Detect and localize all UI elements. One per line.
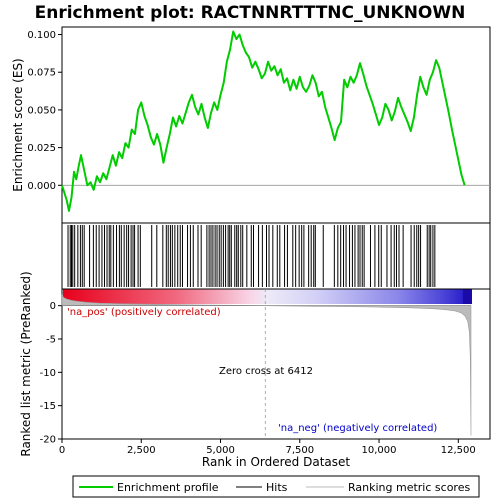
zero-cross-label: Zero cross at 6412 [219,366,313,377]
hits-markers [67,225,436,287]
x-tick-label: 5,000 [206,445,235,456]
x-axis: 0 2,500 5,000 7,500 10,000 12,500 [59,439,476,456]
enrichment-profile-series [61,30,466,212]
chart-title: Enrichment plot: RACTNNRTTTNC_UNKNOWN [35,3,466,23]
legend: Enrichment profile Hits Ranking metric s… [72,475,480,498]
es-y-axis: 0.000 0.025 0.050 0.075 0.100 [27,30,62,192]
rank-y-axis: -20 -15 -10 -5 0 [40,301,62,446]
pos-correlated-label: 'na_pos' (positively correlated) [67,307,221,318]
es-tick-label: 0.000 [27,181,56,192]
x-axis-title: Rank in Ordered Dataset [202,455,350,469]
neg-correlated-label: 'na_neg' (negatively correlated) [278,423,437,434]
enrichment-profile-line [61,30,466,212]
legend-frame [72,475,480,498]
es-panel-frame [61,26,491,224]
es-tick-label: 0.050 [27,105,56,116]
rank-tick-label: -5 [46,335,56,346]
rank-color-bar [63,289,472,304]
es-tick-label: 0.025 [27,143,56,154]
es-tick-label: 0.100 [27,30,56,41]
es-tick-label: 0.075 [27,68,56,79]
rank-axis-title: Ranked list metric (PreRanked) [19,271,33,456]
legend-enrichment-label: Enrichment profile [117,481,219,494]
x-tick-label: 7,500 [285,445,314,456]
x-tick-label: 12,500 [441,445,476,456]
rank-tick-label: -20 [40,435,56,446]
x-tick-label: 0 [59,445,65,456]
rank-tick-label: -10 [40,368,56,379]
ranking-metric-area [61,294,472,436]
x-tick-label: 10,000 [362,445,397,456]
ranking-metric-fill [61,294,472,436]
rank-tick-label: 0 [50,301,56,312]
es-axis-title: Enrichment score (ES) [11,58,25,191]
rank-tick-label: -15 [40,401,56,412]
metric-panel-frame [61,288,491,440]
rank-bar-end-cap [463,289,472,304]
legend-metric-label: Ranking metric scores [348,481,470,494]
legend-hits-label: Hits [266,481,288,494]
x-tick-label: 2,500 [127,445,156,456]
